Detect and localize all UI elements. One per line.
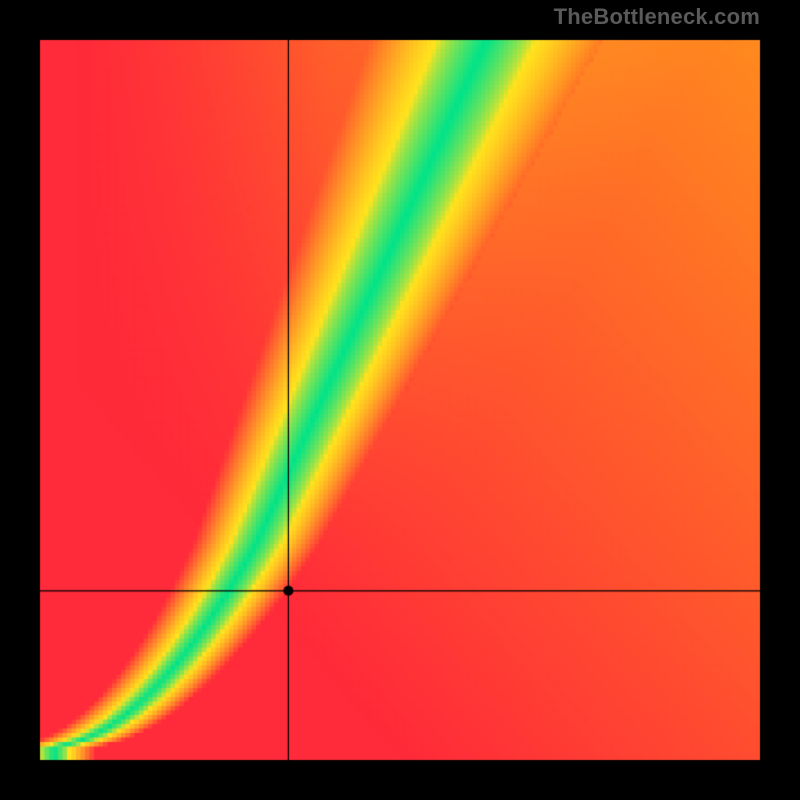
chart-frame: TheBottleneck.com — [0, 0, 800, 800]
heatmap-canvas — [0, 0, 800, 800]
watermark-text: TheBottleneck.com — [554, 4, 760, 30]
